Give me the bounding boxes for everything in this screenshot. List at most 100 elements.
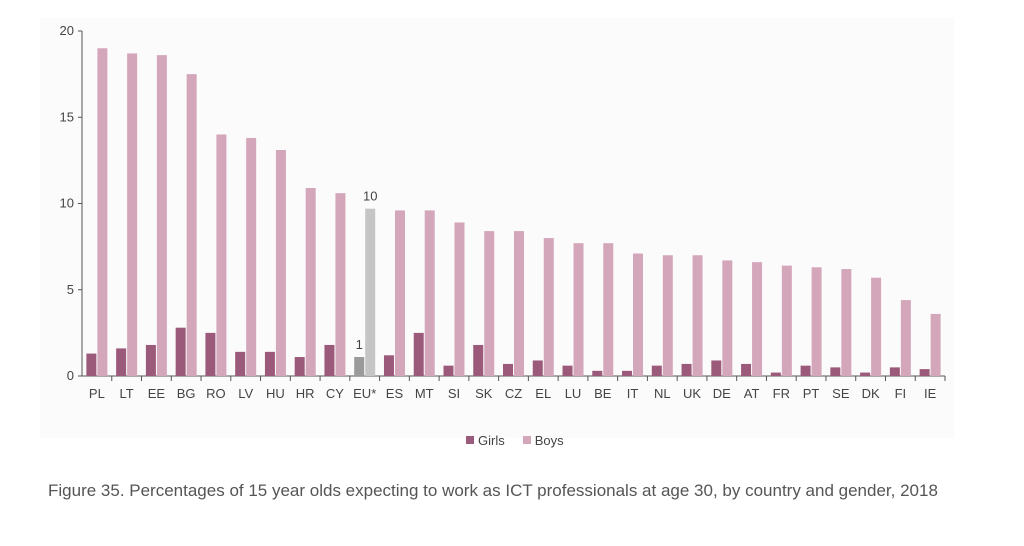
bar-girls-be [592,370,603,376]
x-tick-label: SK [475,386,493,401]
y-tick-label: 20 [60,23,74,38]
bar-girls-eu-star [354,357,365,376]
x-tick-label: PT [803,386,820,401]
x-tick-label: DK [862,386,880,401]
legend-swatch-girls [466,436,474,444]
bar-boys-hr [305,187,316,376]
bar-girls-fi [889,367,900,376]
data-label-boys: 10 [363,189,377,204]
bar-boys-ie [930,313,941,376]
bar-girls-el [532,360,543,376]
figure-caption: Figure 35. Percentages of 15 year olds e… [48,481,938,500]
bar-girls-nl [651,365,662,376]
bar-boys-fr [781,265,792,376]
bar-girls-fr [770,372,781,376]
x-tick-label: FR [773,386,790,401]
legend-swatch-boys [522,436,531,444]
bar-boys-hu [275,150,286,376]
bar-girls-ro [205,332,216,376]
x-tick-label: PL [89,386,105,401]
bar-girls-hu [264,351,275,376]
bar-boys-lv [246,137,257,376]
x-tick-label: LT [120,386,134,401]
bar-boys-pt [811,267,822,376]
bar-girls-es [383,355,394,376]
bar-boys-eu-star [365,208,376,376]
y-tick-label: 5 [67,282,74,297]
x-tick-label: BG [177,386,196,401]
x-tick-label: SE [832,386,850,401]
bar-boys-it [633,253,644,376]
bar-boys-de [722,260,733,376]
bar-boys-si [454,222,465,376]
legend-label-boys: Boys [534,432,564,448]
legend: Girls Boys [466,430,582,450]
x-tick-label: CY [326,386,344,401]
bar-boys-cy [335,193,346,376]
bar-girls-pl [86,353,97,376]
x-tick-label: UK [683,386,701,401]
x-tick-label: AT [744,386,760,401]
bar-boys-uk [692,255,703,376]
x-tick-label: HR [296,386,315,401]
chart-area: 0 5 10 15 20 PL LT EE BG RO LV HU HR CY EU* ES MT SI SK CZ E… [40,18,954,448]
bar-girls-cy [324,344,335,376]
x-tick-label: EL [535,386,551,401]
bar-boys-sk [484,231,495,376]
bar-girls-at [741,363,752,376]
bar-boys-lu [573,243,584,376]
bar-girls-lv [235,351,246,376]
bar-girls-mt [413,332,424,376]
bar-girls-uk [681,363,692,376]
bar-girls-se [830,367,841,376]
x-tick-label: EU* [353,386,376,401]
x-tick-label: RO [206,386,226,401]
bar-boys-ee [156,55,167,377]
y-tick-label: 15 [60,109,74,124]
bar-girls-bg [175,327,186,376]
bar-chart: 0 5 10 15 20 PL LT EE BG RO LV HU HR CY EU* ES MT SI SK CZ E… [60,23,946,401]
y-tick-label: 0 [67,368,74,383]
bar-boys-ro [216,134,227,376]
bar-girls-pt [800,365,811,376]
bar-girls-dk [860,372,871,376]
bar-boys-fi [900,300,911,376]
x-tick-label: NL [654,386,671,401]
bar-boys-se [841,269,852,376]
bar-girls-cz [503,363,513,376]
x-tick-label: ES [386,386,404,401]
bar-girls-ie [919,369,930,376]
x-tick-label: LU [565,386,582,401]
bar-boys-be [603,243,614,376]
x-tick-label: LV [238,386,253,401]
x-tick-label: SI [448,386,460,401]
x-tick-label: HU [266,386,285,401]
bar-girls-lt [116,348,127,376]
x-tick-label: MT [415,386,434,401]
bar-boys-nl [662,255,673,376]
x-tick-label: IT [627,386,639,401]
bar-girls-si [443,365,454,376]
x-tick-label: FI [895,386,907,401]
legend-label-girls: Girls [478,432,505,448]
bar-boys-mt [424,210,435,376]
bar-girls-de [711,360,722,376]
x-tick-label: IE [924,386,937,401]
bar-boys-pl [97,48,108,376]
bar-boys-el [543,238,554,376]
bar-girls-ee [145,344,156,376]
bar-boys-lt [127,53,138,377]
data-label-girls: 1 [356,337,363,352]
bar-girls-it [622,370,633,376]
bar-girls-hr [294,357,305,376]
legend-item-boys: Boys [522,432,564,448]
x-tick-label: DE [713,386,731,401]
bar-boys-at [752,262,763,376]
bar-boys-es [394,210,405,376]
bar-boys-bg [186,74,197,376]
bar-boys-dk [871,277,882,376]
y-tick-label: 10 [60,196,74,211]
x-tick-label: EE [148,386,166,401]
x-tick-label: CZ [505,386,522,401]
bar-boys-cz [514,231,524,376]
